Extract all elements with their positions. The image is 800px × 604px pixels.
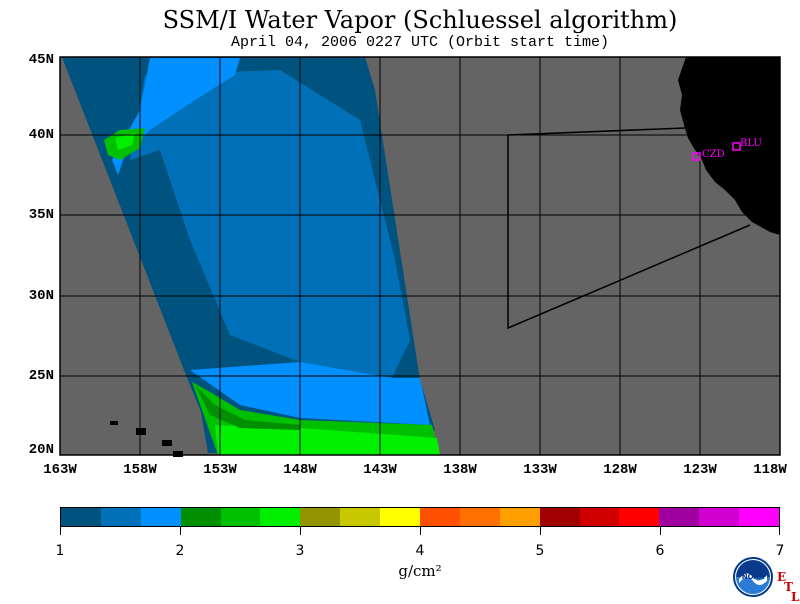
- lat-label-30n: 30N: [28, 288, 54, 304]
- domain-outline: [507, 127, 751, 330]
- lat-label-25n: 25N: [28, 368, 54, 384]
- swath-medium-region: [130, 70, 410, 378]
- colorbar-swatch: [659, 508, 700, 526]
- hawaii-islands: [110, 421, 183, 457]
- colorbar: [60, 507, 780, 527]
- colorbar-swatch: [739, 508, 780, 526]
- colorbar-swatch: [539, 508, 580, 526]
- swath-green-north-bright: [115, 133, 135, 150]
- swath-darkgreen-edge: [195, 385, 300, 430]
- colorbar-swatch: [380, 508, 421, 526]
- colorbar-units: g/cm²: [398, 562, 442, 580]
- colorbar-tick: [660, 527, 661, 535]
- colorbar-swatch: [220, 508, 261, 526]
- colorbar-swatch: [100, 508, 141, 526]
- colorbar-swatch: [579, 508, 620, 526]
- lat-label-40n: 40N: [28, 127, 54, 143]
- colorbar-swatch: [459, 508, 500, 526]
- colorbar-label-5: 5: [535, 543, 545, 559]
- lon-label-138w: 138W: [443, 462, 477, 478]
- colorbar-swatch: [699, 508, 740, 526]
- lon-label-148w: 148W: [283, 462, 317, 478]
- noaa-logo: NOAA: [733, 557, 773, 597]
- lon-label-133w: 133W: [523, 462, 557, 478]
- lon-label-143w: 143W: [363, 462, 397, 478]
- colorbar-label-3: 3: [295, 543, 305, 559]
- swath-light-streak-north: [112, 58, 240, 175]
- colorbar-label-7: 7: [775, 543, 785, 559]
- swath-light-south: [190, 362, 430, 425]
- colorbar-swatch: [420, 508, 460, 526]
- lon-label-163w: 163W: [43, 462, 77, 478]
- lat-label-45n: 45N: [28, 52, 54, 68]
- lon-label-153w: 153W: [203, 462, 237, 478]
- colorbar-swatch: [340, 508, 381, 526]
- colorbar-swatch: [499, 508, 540, 526]
- colorbar-swatch: [180, 508, 221, 526]
- station-blu: BLU: [732, 138, 762, 151]
- colorbar-label-2: 2: [175, 543, 185, 559]
- lon-label-118w: 118W: [753, 462, 787, 478]
- grid-lines: [60, 57, 780, 455]
- colorbar-swatch: [140, 508, 181, 526]
- colorbar-tick: [180, 527, 181, 535]
- colorbar-label-1: 1: [55, 543, 65, 559]
- etl-logo-e: E: [777, 570, 787, 584]
- colorbar-tick: [420, 527, 421, 535]
- colorbar-tick: [540, 527, 541, 535]
- station-czd: CZD: [692, 149, 725, 161]
- colorbar-label-6: 6: [655, 543, 665, 559]
- lat-label-35n: 35N: [28, 207, 54, 223]
- station-blu-label: BLU: [740, 138, 762, 149]
- lon-label-123w: 123W: [683, 462, 717, 478]
- colorbar-swatch: [260, 508, 301, 526]
- land-california: [678, 57, 780, 235]
- etl-logo-t: T: [784, 580, 793, 594]
- lon-label-128w: 128W: [603, 462, 637, 478]
- station-czd-label: CZD: [702, 149, 725, 160]
- swath-data: [62, 57, 440, 455]
- colorbar-tick: [779, 527, 780, 535]
- lat-label-20n: 20N: [28, 442, 54, 458]
- etl-logo-l: L: [791, 590, 800, 604]
- map-frame: [59, 56, 781, 456]
- colorbar-tick: [60, 527, 61, 535]
- colorbar-tick: [300, 527, 301, 535]
- map-subtitle: April 04, 2006 0227 UTC (Orbit start tim…: [230, 34, 610, 51]
- colorbar-label-4: 4: [415, 543, 425, 559]
- svg-text:NOAA: NOAA: [742, 573, 765, 581]
- colorbar-swatch: [61, 508, 101, 526]
- map-title: SSM/I Water Vapor (Schluessel algorithm): [162, 6, 678, 34]
- swath-green-bright: [215, 425, 440, 455]
- colorbar-swatch: [619, 508, 660, 526]
- water-vapor-map: CZD BLU: [59, 56, 781, 457]
- lon-label-158w: 158W: [123, 462, 157, 478]
- colorbar-swatch: [300, 508, 341, 526]
